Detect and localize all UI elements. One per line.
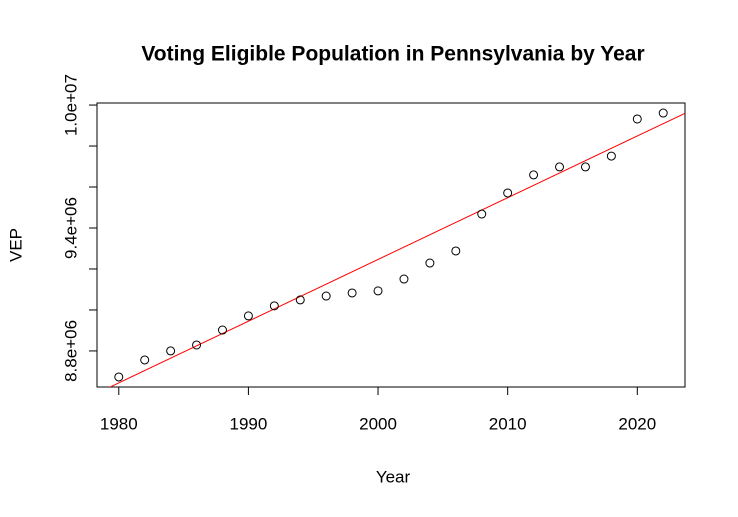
point: [347, 288, 357, 298]
point: [243, 311, 253, 321]
point: [399, 274, 409, 284]
point: [451, 246, 461, 256]
point: [477, 209, 487, 219]
point: [555, 162, 565, 172]
point: [606, 151, 616, 161]
point: [425, 258, 435, 268]
x-tick-label: 2010: [489, 414, 527, 433]
x-tick-label: 1990: [229, 414, 267, 433]
x-tick-label: 1980: [100, 414, 138, 433]
point: [269, 301, 279, 311]
y-tick-label: 1.0e+07: [61, 74, 80, 136]
point: [658, 108, 668, 118]
point: [140, 355, 150, 365]
x-axis-label: Year: [376, 467, 411, 486]
point: [503, 188, 513, 198]
point: [632, 114, 642, 124]
plot-frame: [96, 102, 686, 388]
trend-line: [109, 112, 685, 387]
point: [373, 286, 383, 296]
y-axis-label: VEP: [6, 228, 25, 262]
point: [321, 291, 331, 301]
point: [295, 295, 305, 305]
point: [580, 162, 590, 172]
x-tick-label: 2020: [618, 414, 656, 433]
point: [192, 340, 202, 350]
y-tick-label: 9.4e+06: [61, 197, 80, 259]
point: [166, 346, 176, 356]
x-tick-label: 2000: [359, 414, 397, 433]
point: [217, 325, 227, 335]
point: [529, 170, 539, 180]
point: [114, 372, 124, 382]
chart-title: Voting Eligible Population in Pennsylvan…: [141, 43, 644, 66]
y-tick-label: 8.8e+06: [61, 320, 80, 382]
